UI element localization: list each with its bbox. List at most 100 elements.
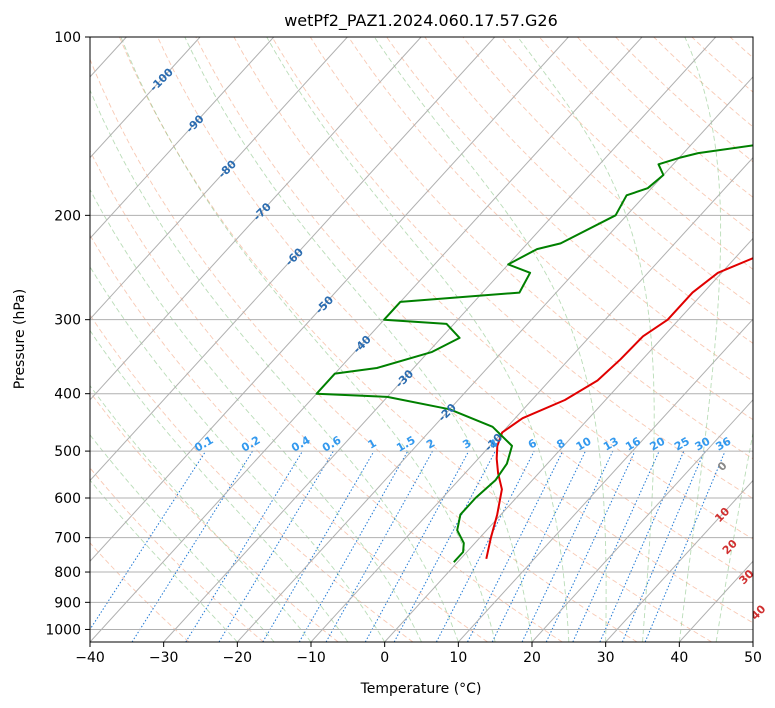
dry-adiabat-line (309, 37, 753, 460)
mixing-ratio-line (599, 450, 685, 642)
mixing-ratio-line (298, 450, 409, 642)
mixing-ratio-line (467, 450, 564, 642)
y-tick-label: 500 (54, 444, 81, 460)
moist-adiabat-line (90, 88, 459, 642)
isotherm-line (90, 37, 348, 320)
y-tick-label: 900 (54, 595, 81, 611)
moist-adiabat-label: 40 (748, 602, 768, 622)
isotherm-label: -100 (147, 65, 176, 94)
y-tick-label: 600 (54, 491, 81, 507)
dry-adiabat-line (424, 37, 753, 344)
y-tick-label: 100 (54, 30, 81, 46)
mixing-ratio-line (364, 450, 470, 642)
dry-adiabat-line (538, 37, 753, 234)
isotherm-line (457, 318, 753, 642)
dry-adiabat-line (90, 58, 638, 642)
x-tick-label: 0 (380, 650, 389, 666)
isotherm-line (90, 37, 496, 482)
profile-lines (315, 144, 753, 563)
dry-adiabat-line (90, 391, 339, 642)
moist-adiabat-line (90, 188, 422, 642)
mixing-ratio-line (185, 450, 303, 642)
dry-adiabat-line (90, 234, 488, 642)
dry-adiabat-line (762, 32, 775, 642)
mixing-ratio-line (131, 450, 254, 642)
x-tick-label: 30 (597, 650, 615, 666)
dry-adiabat-line (90, 467, 264, 642)
profile-series-line (315, 144, 753, 563)
chart-title: wetPf2_PAZ1.2024.060.17.57.G26 (284, 11, 558, 31)
y-tick-label: 700 (54, 531, 81, 547)
isotherm-line (236, 76, 753, 642)
x-tick-label: −30 (149, 650, 179, 666)
axis-ticks: −40 −30 −20 −10 0 10 20 30 40 5010020030040050060… (45, 30, 762, 666)
dry-adiabat-line (614, 37, 753, 163)
dry-adiabat-line (195, 37, 753, 582)
isotherm-line (384, 237, 753, 642)
isotherm-line (90, 37, 422, 401)
x-tick-label: 50 (744, 650, 762, 666)
mixing-ratio-line (545, 450, 636, 642)
moist-adiabat-line (517, 37, 655, 642)
moist-adiabat-line (90, 479, 238, 642)
mixing-ratio-line (325, 450, 433, 642)
dry-adiabat-line (347, 37, 753, 421)
dry-adiabat-line (576, 37, 753, 198)
dry-adiabat-line (118, 37, 712, 642)
dry-adiabat-line (90, 542, 190, 642)
moist-adiabat-line (373, 37, 607, 642)
x-tick-label: 10 (449, 650, 467, 666)
dry-adiabat-line (157, 37, 753, 624)
isotherm-line (531, 399, 753, 642)
dry-adiabat-line (462, 37, 753, 307)
mixing-ratio-line (491, 450, 586, 642)
isotherm-line (752, 641, 753, 642)
mixing-ratio-line (621, 450, 705, 642)
moist-adiabat-line (715, 430, 753, 642)
moist-adiabat-line (90, 265, 386, 642)
plot-frame (89, 36, 754, 643)
x-tick-label: 20 (523, 650, 541, 666)
moist-adiabat-line (90, 434, 275, 642)
mixing-ratio-line (644, 450, 726, 642)
y-tick-label: 800 (54, 565, 81, 581)
moist-adiabat-line (184, 37, 533, 642)
x-tick-label: −20 (223, 650, 253, 666)
mixing-ratio-label: 2 (424, 437, 437, 452)
mixing-ratio-line (393, 450, 496, 642)
moist-adiabat-line (90, 384, 312, 642)
mixing-ratio-line (262, 450, 375, 642)
moist-adiabat-label: 0 (715, 459, 730, 474)
isotherm-line (310, 156, 753, 642)
x-tick-label: −40 (75, 650, 105, 666)
dry-adiabat-line (233, 37, 753, 540)
moist-adiabat-label: 20 (720, 537, 740, 557)
moist-adiabat-line (90, 329, 349, 642)
dry-adiabat-line (271, 37, 753, 500)
y-tick-label: 1000 (45, 622, 81, 638)
y-tick-label: 200 (54, 208, 81, 224)
y-tick-label: 300 (54, 313, 81, 329)
dry-adiabat-line (90, 149, 563, 642)
x-axis-label: Temperature (°C) (360, 681, 482, 697)
moist-adiabat-line (120, 37, 496, 642)
x-tick-label: −10 (296, 650, 326, 666)
mixing-ratio-line (90, 450, 207, 631)
mixing-ratio-line (218, 450, 334, 642)
moist-adiabat-line (678, 37, 722, 642)
y-axis-label: Pressure (hPa) (12, 289, 28, 389)
y-tick-label: 400 (54, 387, 81, 403)
mixing-ratio-line (521, 450, 614, 642)
isotherm-line (90, 37, 569, 563)
isotherm-line (163, 37, 717, 642)
mixing-ratio-label: 3 (460, 437, 473, 452)
mixing-ratio-line (572, 450, 660, 642)
mixing-ratio-line (435, 450, 535, 642)
isotherm-line (605, 479, 753, 642)
isotherm-line (90, 37, 201, 159)
background-lines (90, 32, 775, 642)
profile-series-line (485, 257, 753, 560)
moist-adiabat-label: 30 (737, 567, 757, 587)
x-tick-label: 40 (670, 650, 688, 666)
